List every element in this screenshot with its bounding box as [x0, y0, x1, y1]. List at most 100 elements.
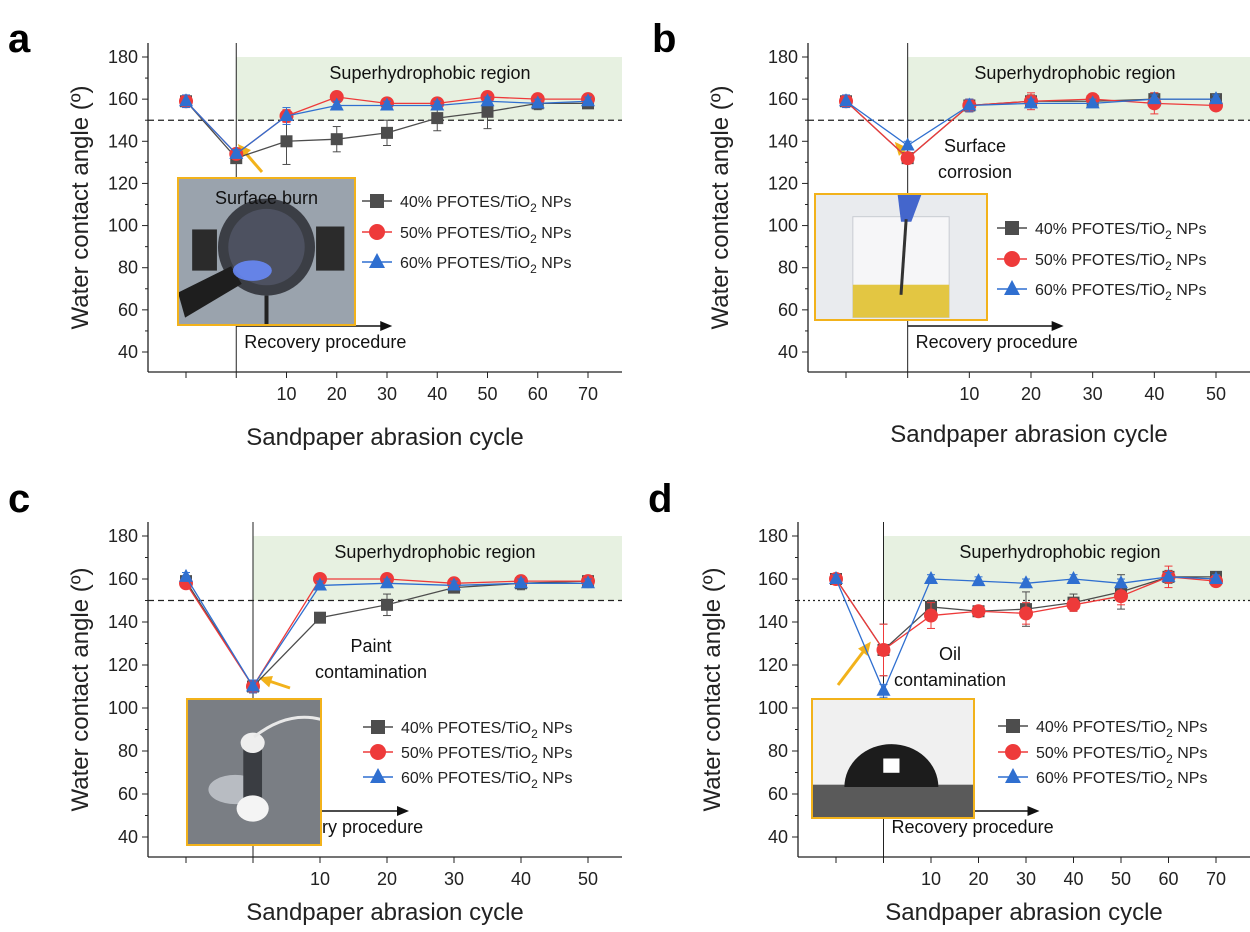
x-tick-label: 50: [477, 384, 497, 404]
legend-label: 50% PFOTES/TiO2 NPs: [1036, 745, 1207, 766]
legend-label-subscript: 2: [531, 752, 538, 766]
flame-torch-photo: [178, 178, 355, 325]
marker-triangle: [1085, 95, 1100, 109]
panel-c: c Superhydrophobic region 40 60 80 100 120 140 1…: [8, 477, 622, 926]
marker-triangle: [1004, 280, 1020, 295]
legend-label-part: NPs: [1172, 282, 1207, 299]
legend-label: 60% PFOTES/TiO2 NPs: [400, 255, 571, 276]
recovery-arrowhead: [1027, 806, 1040, 816]
region-label: Superhydrophobic region: [334, 542, 535, 562]
legend-label-subscript: 2: [1165, 228, 1172, 242]
x-tick-label: 10: [921, 869, 941, 889]
photo-sample: [899, 219, 908, 295]
recovery-label: Recovery procedure: [892, 817, 1054, 837]
marker-square: [381, 126, 393, 139]
x-tick-label: 30: [444, 869, 464, 889]
marker-triangle: [370, 768, 386, 783]
marker-triangle: [313, 577, 327, 591]
beaker-corrosion-photo: [815, 194, 987, 320]
marker-triangle: [246, 678, 260, 692]
x-axis-title: Sandpaper abrasion cycle: [246, 424, 524, 451]
panel-letter: a: [8, 17, 31, 61]
legend-label-subscript: 2: [1165, 259, 1172, 273]
marker-square: [370, 194, 384, 208]
legend-label: 60% PFOTES/TiO2 NPs: [1035, 282, 1206, 303]
marker-triangle: [380, 97, 394, 111]
damage-arrow: [836, 647, 868, 686]
marker-circle: [1004, 251, 1020, 267]
legend-label-subscript: 2: [530, 232, 537, 246]
panel-letter: b: [652, 17, 676, 61]
x-tick-label: 50: [578, 869, 598, 889]
photo-wire: [253, 715, 322, 739]
legend-label-subscript: 2: [530, 201, 537, 215]
marker-triangle: [962, 97, 977, 111]
marker-triangle: [1005, 768, 1021, 783]
y-tick-label: 100: [758, 698, 788, 718]
marker-triangle: [179, 93, 193, 107]
marker-circle: [924, 608, 938, 623]
damage-annotation: corrosion: [938, 162, 1012, 182]
marker-triangle: [581, 575, 595, 589]
marker-square: [381, 598, 393, 611]
x-tick-label: 20: [1021, 384, 1041, 404]
marker-triangle: [839, 93, 853, 107]
photo-substrate: [812, 784, 974, 818]
marker-triangle: [1024, 95, 1038, 109]
legend-label-part: NPs: [1173, 745, 1208, 762]
y-tick-label: 60: [118, 300, 138, 320]
superhydrophobic-region: [883, 536, 1250, 601]
series-3: [179, 93, 595, 159]
marker-circle: [329, 90, 344, 105]
marker-triangle: [1147, 91, 1162, 105]
marker-triangle: [447, 577, 461, 591]
recovery-arrowhead: [380, 321, 393, 331]
legend-label: 40% PFOTES/TiO2 NPs: [1036, 719, 1207, 740]
y-tick-label: 140: [768, 131, 798, 151]
legend-label-part: NPs: [537, 225, 572, 242]
x-tick-label: 70: [578, 384, 598, 404]
marker-triangle: [430, 97, 445, 111]
inset-border: [814, 193, 988, 321]
x-tick-label: 30: [377, 384, 397, 404]
marker-square: [481, 105, 494, 118]
damage-annotation: contamination: [315, 662, 427, 682]
x-tick-label: 60: [1158, 869, 1178, 889]
y-tick-label: 60: [778, 300, 798, 320]
water-droplet-photo: [812, 699, 974, 818]
x-tick-label: 40: [1144, 384, 1164, 404]
y-tick-label: 40: [778, 342, 798, 362]
legend-label-part: 40% PFOTES/TiO: [401, 720, 531, 737]
y-tick-label: 180: [108, 526, 138, 546]
marker-circle: [900, 151, 915, 166]
marker-triangle: [229, 145, 244, 159]
legend-label-part: 60% PFOTES/TiO: [401, 770, 531, 787]
marker-triangle: [971, 573, 986, 587]
x-tick-label: 70: [1206, 869, 1226, 889]
y-tick-label: 180: [758, 526, 788, 546]
x-axis-title: Sandpaper abrasion cycle: [885, 899, 1163, 926]
marker-triangle: [514, 575, 528, 589]
legend-label-part: NPs: [1173, 770, 1208, 787]
recovery-label: Recovery procedure: [244, 332, 406, 352]
legend-label-part: 50% PFOTES/TiO: [400, 225, 530, 242]
x-axis-title: Sandpaper abrasion cycle: [246, 899, 524, 926]
legend-label: 60% PFOTES/TiO2 NPs: [1036, 770, 1207, 791]
marker-triangle: [279, 108, 294, 121]
photo-paint-top: [240, 732, 265, 754]
legend-label-subscript: 2: [531, 777, 538, 791]
panel-d: d Superhydrophobic region 40 60 80 100 120 140 1…: [648, 477, 1250, 926]
legend-label-part: NPs: [1173, 719, 1208, 736]
panel-letter: d: [648, 477, 672, 521]
marker-triangle: [380, 575, 394, 589]
legend-label-part: NPs: [1172, 221, 1207, 238]
photo-paint-bottom: [236, 795, 269, 822]
x-tick-label: 10: [959, 384, 979, 404]
y-tick-label: 80: [778, 258, 798, 278]
legend-label: 50% PFOTES/TiO2 NPs: [401, 745, 572, 766]
marker-triangle: [1209, 571, 1223, 584]
y-tick-label: 160: [758, 569, 788, 589]
legend-label-part: 50% PFOTES/TiO: [401, 745, 531, 762]
marker-square: [431, 112, 444, 125]
